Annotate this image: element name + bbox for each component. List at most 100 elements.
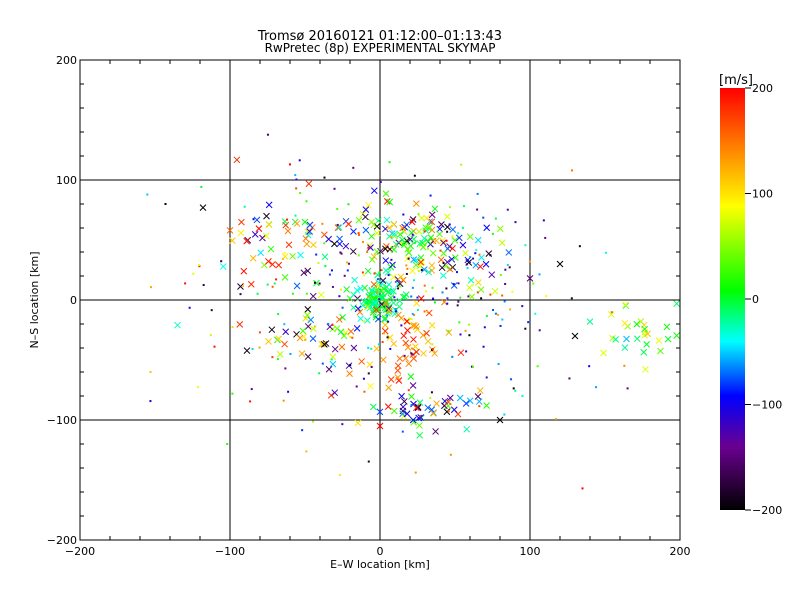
data-point-cross [448,255,456,263]
x-tick-label: −200 [65,545,95,558]
data-point-cross [416,399,424,406]
data-point-cross [303,240,311,248]
data-point-cross [362,213,369,221]
data-point-cross [329,353,337,361]
data-point-dot [512,387,515,390]
data-point-cross [477,263,484,270]
data-point-dot [462,205,465,208]
data-point-dot [366,250,369,253]
data-point-cross [374,315,382,323]
x-tick-label: −100 [215,545,245,558]
data-point-dot [347,203,350,206]
data-point-cross [243,237,251,245]
data-point-cross [338,343,346,351]
data-point-cross [400,241,408,249]
data-point-cross [440,272,447,279]
data-point-cross [385,305,393,312]
data-point-dot [164,203,167,205]
data-point-cross [249,254,257,262]
data-point-dot [198,264,201,267]
data-point-cross [257,249,265,257]
data-point-dot [467,323,470,326]
data-point-cross [237,229,245,237]
data-point-cross [412,323,420,330]
data-point-dot [489,254,492,257]
data-point-dot [425,290,428,293]
data-point-dot [419,415,422,418]
data-point-dot [394,308,397,311]
data-point-cross [372,306,380,314]
data-point-cross [414,403,422,411]
data-point-cross [339,314,346,321]
data-point-dot [504,268,507,271]
data-point-cross [233,156,241,164]
data-point-dot [442,261,445,264]
data-point-cross [417,414,425,421]
data-point-cross [263,212,270,220]
data-point-dot [305,292,308,295]
data-point-cross [309,335,317,343]
data-point-dot [358,234,361,237]
data-point-dot [447,410,450,413]
data-point-dot [432,297,435,300]
data-point-dot [327,322,330,325]
data-point-dot [458,321,461,324]
data-point-cross [382,225,389,233]
data-point-dot [528,260,531,263]
data-point-cross [398,392,405,400]
data-point-cross [304,353,312,360]
data-point-cross [370,306,378,314]
data-point-cross [505,249,513,256]
data-point-cross [354,419,362,427]
data-point-dot [390,258,393,261]
data-point-dot [198,265,201,268]
data-point-cross [443,258,451,266]
data-point-dot [413,313,416,316]
data-point-cross [368,286,376,294]
data-point-dot [588,365,591,368]
data-point-dot [408,317,411,320]
data-point-dot [397,287,400,290]
data-point-cross [397,273,405,281]
data-point-dot [455,271,458,274]
colorbar-tick-label: 0 [752,293,759,306]
data-point-cross [382,299,389,307]
data-point-dot [448,223,451,226]
data-point-dot [459,296,462,299]
data-point-cross [336,235,343,243]
data-point-cross [410,235,418,243]
data-point-dot [346,269,349,272]
data-point-dot [467,295,470,298]
data-point-dot [378,298,381,301]
data-point-dot [447,330,450,333]
data-point-dot [324,265,327,268]
data-point-cross [390,273,397,281]
data-point-dot [356,298,359,301]
data-point-cross [379,294,387,301]
data-point-cross [351,276,358,284]
data-point-dot [445,239,448,242]
data-point-cross [457,349,465,357]
data-point-dot [499,273,502,276]
data-point-cross [319,340,327,348]
data-point-dot [411,286,414,289]
data-point-dot [476,192,479,195]
data-point-dot [407,257,410,260]
data-point-cross [436,230,443,238]
data-point-cross [664,335,672,343]
data-point-cross [303,311,311,319]
data-point-dot [336,207,339,210]
data-point-cross [385,281,393,288]
data-point-cross [474,279,482,286]
data-point-cross [390,340,398,348]
data-point-cross [417,258,425,266]
data-point-dot [291,292,294,295]
data-point-dot [414,241,417,244]
data-point-cross [423,329,430,337]
data-point-dot [367,460,370,463]
colorbar-tick-label: −200 [752,504,782,517]
data-point-cross [379,277,387,284]
data-point-dot [626,387,629,390]
data-point-cross [410,336,417,343]
data-point-cross [640,348,648,356]
